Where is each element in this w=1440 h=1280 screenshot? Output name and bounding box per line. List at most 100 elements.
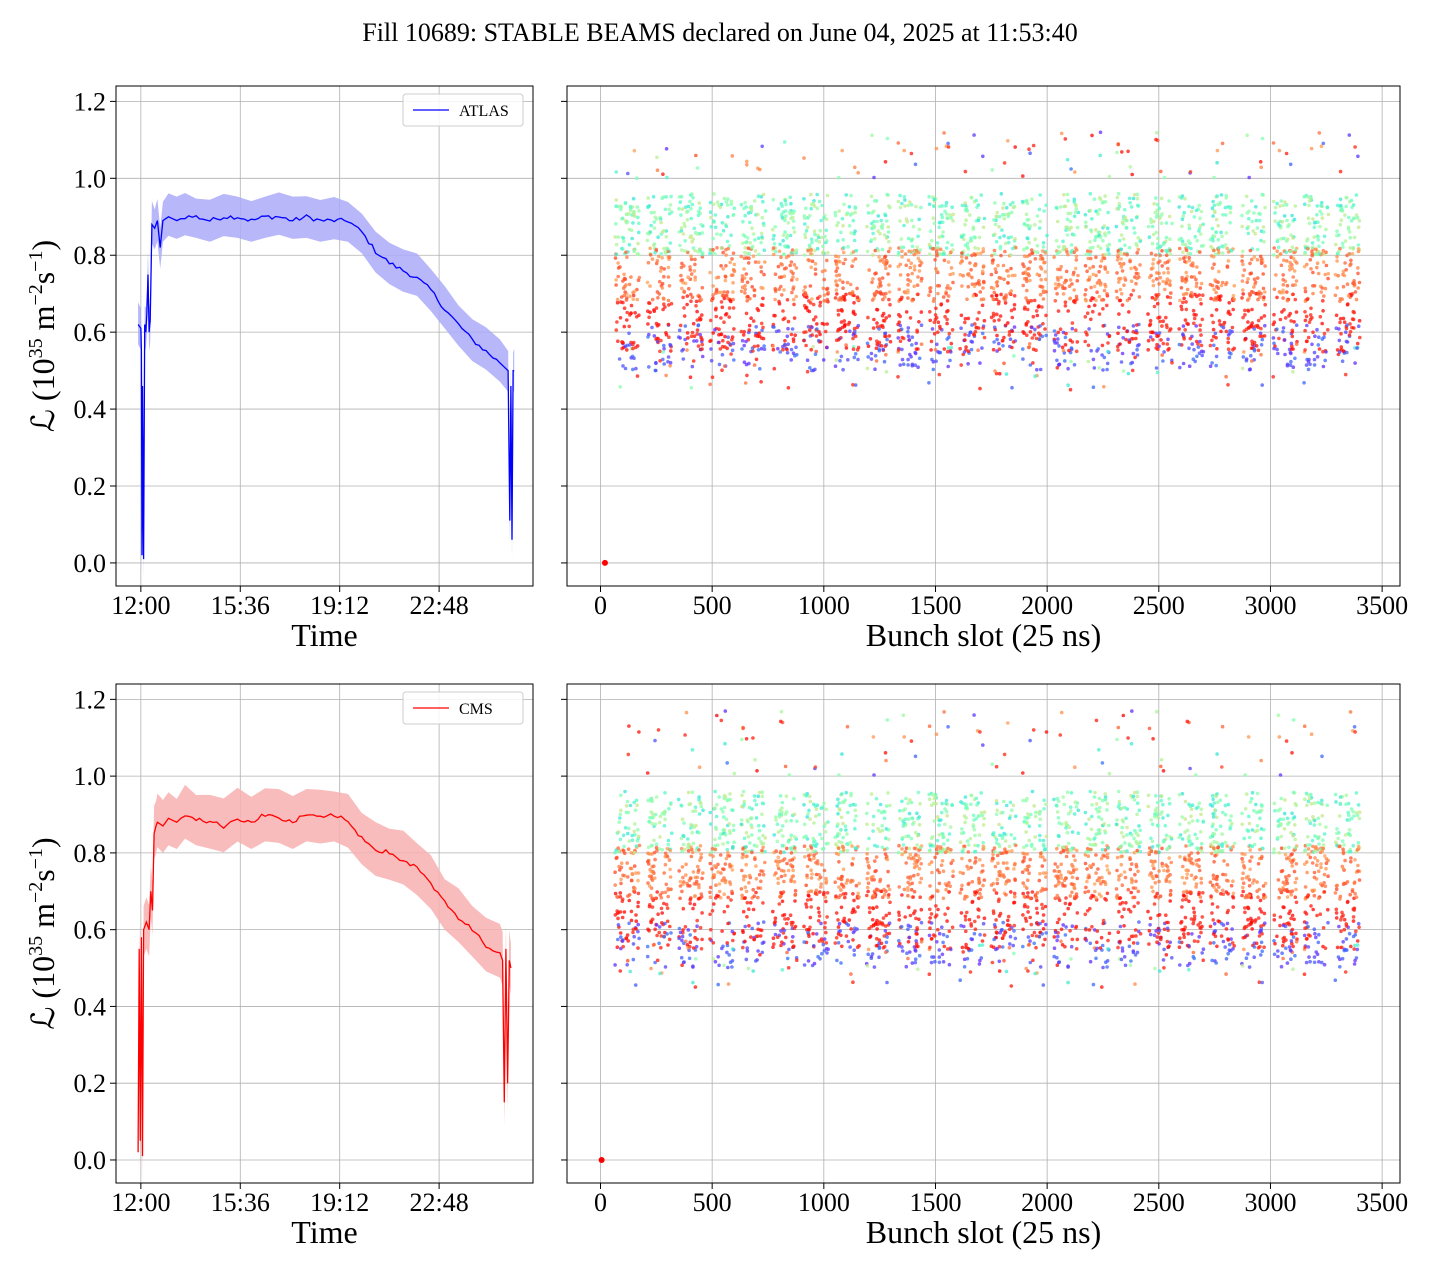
scatter-point (1213, 278, 1217, 282)
scatter-point (1241, 288, 1245, 292)
scatter-point (1272, 312, 1276, 317)
scatter-point (635, 803, 639, 808)
scatter-point (695, 318, 700, 322)
scatter-point (1069, 167, 1073, 171)
scatter-point (731, 938, 735, 943)
scatter-point (786, 386, 791, 390)
scatter-point (731, 251, 736, 255)
scatter-point (963, 243, 968, 248)
scatter-point (851, 856, 855, 861)
scatter-point (783, 873, 787, 878)
scatter-point (1231, 348, 1235, 352)
scatter-point (1130, 360, 1135, 365)
scatter-point (909, 355, 913, 359)
scatter-point (1002, 234, 1006, 238)
scatter-point (683, 205, 688, 209)
scatter-point (1353, 361, 1357, 365)
scatter-point (820, 203, 825, 208)
scatter-point (1158, 244, 1163, 249)
scatter-point (1208, 343, 1213, 348)
scatter-point (809, 876, 814, 880)
scatter-point (1294, 323, 1299, 328)
scatter-point (1151, 257, 1156, 262)
scatter-point (685, 217, 690, 222)
scatter-point (1252, 255, 1257, 259)
scatter-point (872, 965, 877, 969)
scatter-point (666, 355, 671, 359)
scatter-point (758, 334, 762, 339)
scatter-point (717, 203, 721, 207)
scatter-point (851, 336, 855, 341)
scatter-point (655, 339, 660, 344)
scatter-point (803, 235, 808, 240)
x-axis-label: Time (291, 617, 357, 653)
scatter-point (929, 238, 934, 243)
scatter-point (629, 311, 633, 316)
scatter-point (1292, 269, 1297, 273)
scatter-point (779, 284, 783, 289)
scatter-point (1167, 329, 1172, 333)
scatter-point (664, 147, 669, 151)
scatter-point (963, 222, 967, 227)
scatter-point (826, 841, 830, 846)
scatter-point (1240, 213, 1244, 218)
scatter-point (613, 891, 618, 896)
scatter-point (1086, 343, 1091, 348)
scatter-point (896, 328, 901, 333)
scatter-point (876, 827, 880, 831)
scatter-point (788, 263, 792, 268)
scatter-point (771, 347, 776, 352)
scatter-point (1009, 235, 1013, 239)
scatter-point (836, 852, 841, 857)
scatter-point (1247, 291, 1252, 296)
scatter-point (772, 833, 776, 837)
scatter-point (1194, 313, 1198, 317)
scatter-point (822, 890, 826, 895)
scatter-point (1164, 315, 1168, 320)
scatter-point (666, 894, 670, 899)
scatter-point (813, 352, 818, 357)
scatter-point (656, 728, 661, 732)
scatter-point (812, 961, 817, 966)
scatter-point (785, 950, 789, 955)
scatter-point (751, 907, 756, 912)
scatter-point (648, 284, 652, 288)
scatter-point (666, 943, 670, 947)
scatter-point (1010, 345, 1014, 350)
scatter-point (739, 289, 744, 294)
scatter-point (909, 836, 914, 841)
scatter-point (665, 932, 669, 936)
scatter-point (802, 197, 806, 201)
scatter-point (1305, 238, 1309, 243)
scatter-point (919, 876, 924, 881)
scatter-point (761, 845, 765, 850)
scatter-point (1069, 359, 1073, 364)
scatter-point (1340, 241, 1345, 246)
scatter-point (680, 963, 684, 967)
scatter-point (695, 332, 699, 336)
scatter-point (1022, 254, 1027, 258)
scatter-point (844, 329, 848, 334)
scatter-point (1149, 217, 1153, 221)
scatter-point (811, 849, 815, 853)
scatter-point (935, 284, 940, 288)
scatter-point (669, 194, 673, 199)
scatter-point (916, 967, 920, 971)
scatter-point (908, 852, 913, 857)
scatter-point (1191, 261, 1195, 266)
scatter-point (1306, 360, 1311, 364)
scatter-point (964, 345, 968, 349)
scatter-point (1284, 151, 1289, 156)
scatter-point (1068, 211, 1073, 216)
scatter-point (993, 369, 997, 373)
scatter-point (937, 372, 942, 377)
scatter-point (791, 339, 796, 344)
scatter-point (949, 266, 954, 270)
scatter-point (795, 819, 799, 823)
scatter-point (1214, 290, 1218, 295)
scatter-point (803, 291, 808, 295)
scatter-point (700, 876, 704, 881)
scatter-point (871, 822, 875, 827)
scatter-point (613, 913, 618, 917)
scatter-point (1136, 247, 1141, 252)
